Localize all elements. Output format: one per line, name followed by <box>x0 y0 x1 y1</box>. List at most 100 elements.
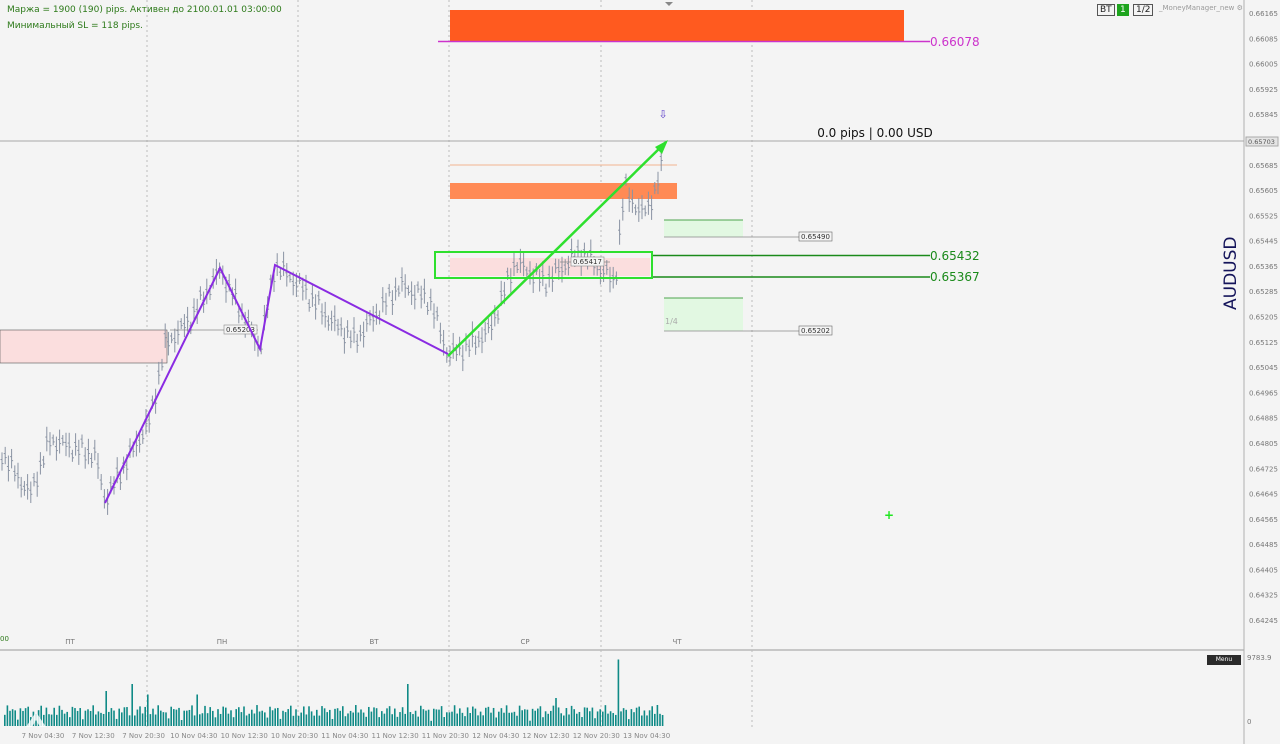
volume-bar <box>425 710 427 726</box>
volume-bar <box>589 711 591 726</box>
volume-bar <box>521 710 523 726</box>
time-axis-label: 11 Nov 04:30 <box>321 732 368 740</box>
volume-bar <box>191 705 193 726</box>
volume-bar <box>495 717 497 726</box>
volume-bar <box>396 716 399 726</box>
time-axis-label: 7 Nov 20:30 <box>122 732 165 740</box>
margin-info-text: Маржа = 1900 (190) pips. Активен до 2100… <box>7 5 282 15</box>
volume-bar <box>235 709 237 726</box>
volume-bar <box>622 708 625 726</box>
volume-bar <box>524 709 526 726</box>
volume-bar <box>264 712 266 726</box>
zigzag-trend-line[interactable] <box>104 263 449 504</box>
day-label: ВТ <box>369 638 379 646</box>
price-axis-label: 0.65045 <box>1249 364 1278 372</box>
volume-bar <box>50 714 53 726</box>
volume-bar <box>149 714 152 726</box>
time-axis-label: 12 Nov 20:30 <box>573 732 620 740</box>
volume-bar <box>508 712 510 726</box>
volume-bar <box>498 711 500 726</box>
volume-bar <box>9 710 11 726</box>
one-button[interactable]: 1 <box>1117 4 1129 16</box>
volume-bar <box>368 706 370 726</box>
day-label: ПН <box>217 638 228 646</box>
volume-bar <box>365 716 367 726</box>
volume-bar <box>17 719 19 726</box>
volume-bar <box>11 709 14 726</box>
volume-bar <box>357 712 360 726</box>
volume-bar <box>456 713 458 726</box>
bt-button[interactable]: BT <box>1097 4 1115 16</box>
volume-bar <box>453 705 456 726</box>
volume-bar <box>89 710 92 726</box>
volume-bar <box>303 706 305 726</box>
volume-bar <box>128 715 131 726</box>
price-axis-label: 0.64565 <box>1249 516 1278 524</box>
supply-zone-mid[interactable] <box>450 183 677 199</box>
trend-arrow-line[interactable] <box>447 141 667 357</box>
volume-bar <box>641 715 643 726</box>
volume-bar <box>576 713 578 726</box>
volume-bar <box>266 717 269 726</box>
volume-bar <box>518 705 521 726</box>
volume-bar <box>4 714 6 726</box>
volume-bar <box>323 708 326 726</box>
volume-bar <box>308 706 310 726</box>
volume-bar <box>326 712 328 726</box>
volume-bar <box>290 705 292 726</box>
volume-bar <box>355 705 357 726</box>
volume-bar <box>45 707 48 726</box>
cross-marker-icon[interactable]: + <box>884 508 894 522</box>
volume-bar <box>407 684 409 726</box>
volume-bar <box>659 713 661 726</box>
volume-bar <box>24 708 27 726</box>
volume-bar <box>552 705 555 726</box>
volume-bar <box>620 711 622 726</box>
volume-bar <box>430 720 432 726</box>
volume-bar <box>118 708 120 726</box>
volume-bar <box>43 714 45 726</box>
volume-bar <box>661 715 664 726</box>
demand-zone-left[interactable] <box>0 329 168 364</box>
half-button[interactable]: 1/2 <box>1133 4 1154 16</box>
volume-bar <box>66 711 68 726</box>
volume-bar <box>487 706 490 726</box>
time-axis-label: 10 Nov 04:30 <box>170 732 217 740</box>
volume-bar <box>279 718 282 726</box>
volume-bar <box>633 712 635 726</box>
volume-bar <box>115 718 118 726</box>
selection-box[interactable] <box>434 251 653 279</box>
volume-bar <box>638 706 640 726</box>
menu-button[interactable]: Menu <box>1207 655 1241 665</box>
volume-bar <box>240 712 243 726</box>
watermark-logo-icon <box>26 712 46 727</box>
volume-bar <box>560 713 562 726</box>
level-label-lower: 0.65367 <box>930 270 980 284</box>
price-axis-label: 0.64485 <box>1249 541 1278 549</box>
green-zone-upper[interactable] <box>664 220 743 237</box>
day-label: ПТ <box>65 638 75 646</box>
volume-bar <box>446 712 448 726</box>
volume-bar <box>602 711 604 726</box>
volume-bar <box>27 706 29 726</box>
volume-bar <box>269 706 271 726</box>
volume-bar <box>63 713 66 726</box>
green-zone-lower[interactable] <box>664 298 743 331</box>
volume-bar <box>95 714 97 726</box>
volume-bar <box>570 705 573 726</box>
volume-bar <box>635 707 638 726</box>
volume-bar <box>61 709 63 726</box>
volume-bar <box>375 708 378 726</box>
volume-bar <box>466 707 469 726</box>
settings-gear-icon[interactable]: ⚙ <box>1236 4 1243 12</box>
volume-bar <box>14 710 16 726</box>
supply-zone-top[interactable] <box>450 10 904 42</box>
price-axis-label: 0.66085 <box>1249 35 1278 43</box>
volume-bar <box>529 720 531 726</box>
volume-bar <box>349 710 352 726</box>
pink-zone-mid[interactable] <box>450 258 650 276</box>
down-arrow-icon[interactable]: ⇩ <box>658 108 667 121</box>
volume-bar <box>274 708 276 726</box>
